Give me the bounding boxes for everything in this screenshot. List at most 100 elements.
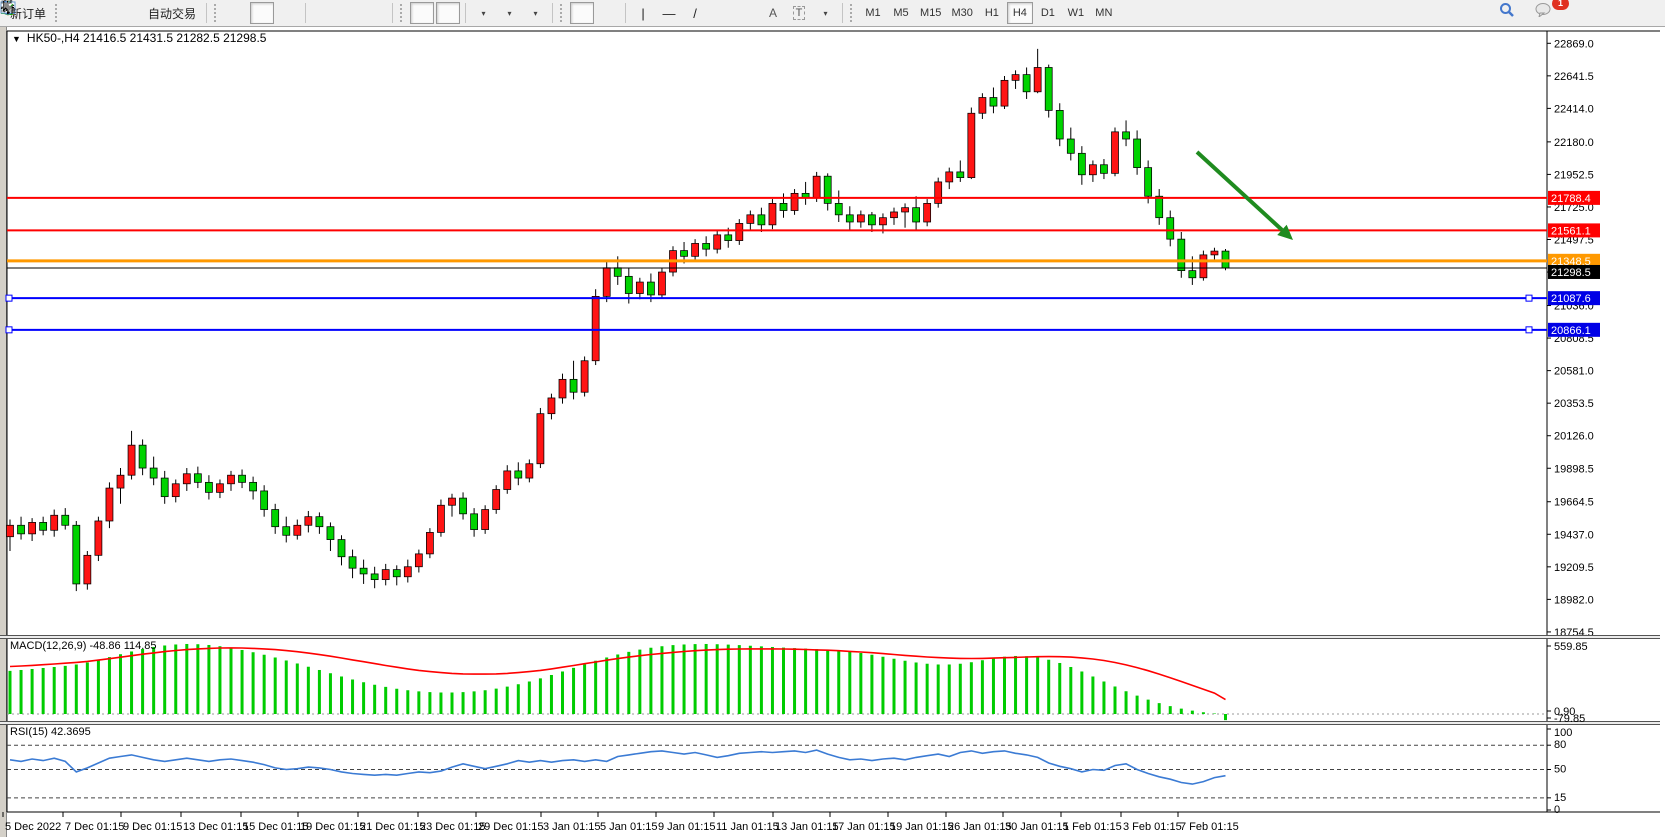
svg-text:21 Dec 01:15: 21 Dec 01:15 <box>360 821 425 833</box>
timeframe-h4-button[interactable]: H4 <box>1006 2 1033 24</box>
panel-splitter <box>0 635 1660 639</box>
gold-badge-button[interactable] <box>1 0 89 24</box>
svg-text:5 Dec 2022: 5 Dec 2022 <box>5 821 61 833</box>
line-handle <box>5 294 13 302</box>
bar-chart-button[interactable] <box>2 1 248 24</box>
periods-button[interactable]: ▾ <box>1 1 521 24</box>
new-order-label: 新订单 <box>10 6 47 21</box>
rsi-indicator-label: RSI(15) 42.3695 <box>10 726 91 738</box>
candles <box>6 48 1230 592</box>
trendline-tool[interactable]: / <box>683 2 707 24</box>
community-button[interactable] <box>2 2 115 24</box>
dropdown-caret-icon: ▾ <box>481 8 486 18</box>
cursor-button[interactable] <box>3 1 595 24</box>
toolbar-separator <box>842 3 844 23</box>
svg-text:9 Jan 01:15: 9 Jan 01:15 <box>658 821 716 833</box>
svg-text:29 Dec 01:15: 29 Dec 01:15 <box>478 821 543 833</box>
crosshair-button[interactable] <box>1 1 620 24</box>
macd-axis: 559.85 0.90-79.85 <box>1547 641 1588 725</box>
toolbar-grip[interactable] <box>214 4 220 22</box>
svg-text:F: F <box>11 9 15 14</box>
chart-frame <box>6 30 1660 813</box>
svg-text:50: 50 <box>1554 764 1566 776</box>
text-label-icon: T <box>792 6 806 20</box>
svg-text:-79.85: -79.85 <box>1554 713 1585 725</box>
svg-text:19664.5: 19664.5 <box>1554 497 1594 509</box>
timeframe-w1-button[interactable]: W1 <box>1063 2 1089 24</box>
collapse-triangle-icon[interactable]: ▼ <box>12 34 21 44</box>
timeframe-group: M1 M5 M15 M30 H1 H4 D1 W1 MN <box>859 2 1118 24</box>
svg-text:19898.5: 19898.5 <box>1554 463 1594 475</box>
svg-text:21497.5: 21497.5 <box>1554 235 1594 247</box>
toolbar-separator <box>206 3 208 23</box>
svg-text:3 Jan 01:15: 3 Jan 01:15 <box>543 821 601 833</box>
svg-text:22641.5: 22641.5 <box>1554 71 1594 83</box>
chart-shift-button[interactable] <box>2 2 461 24</box>
toolbar-separator <box>552 3 554 23</box>
toolbar-separator <box>392 3 394 23</box>
price-badge: 20866.1 <box>1548 322 1600 337</box>
dropdown-caret-icon: ▾ <box>507 8 512 18</box>
line-handle <box>5 326 13 334</box>
signals-button[interactable] <box>1 1 141 24</box>
auto-scroll-button[interactable] <box>1 2 435 24</box>
toolbar-grip[interactable] <box>400 4 406 22</box>
macd-panel: 559.85 0.90-79.85 <box>7 641 1588 725</box>
svg-text:9 Dec 01:15: 9 Dec 01:15 <box>123 821 182 833</box>
price-badge: 21788.4 <box>1548 190 1600 205</box>
indicators-button[interactable]: ▾ <box>0 2 495 24</box>
zoom-out-button[interactable] <box>1 1 361 24</box>
svg-text:0.90: 0.90 <box>1554 706 1575 718</box>
vertical-line-tool[interactable]: | <box>631 2 655 24</box>
search-icon <box>1500 3 1514 17</box>
candlestick-chart-button[interactable] <box>2 0 275 24</box>
svg-text:13 Jan 01:15: 13 Jan 01:15 <box>775 821 839 833</box>
svg-text:E: E <box>11 8 16 14</box>
toolbar-grip[interactable] <box>850 4 856 22</box>
window-left-edge <box>0 27 6 837</box>
auto-trading-button[interactable]: 自动交易 <box>1 2 201 24</box>
trendline-icon: / <box>693 5 697 21</box>
timeframe-mn-button[interactable]: MN <box>1091 2 1117 24</box>
timeframe-m15-button[interactable]: M15 <box>916 2 945 24</box>
horizontal-line-tool[interactable]: — <box>657 2 681 24</box>
toolbar-separator <box>465 3 467 23</box>
arrows-tool[interactable]: ▾ <box>3 2 837 24</box>
timeframe-m1-button[interactable]: M1 <box>860 2 886 24</box>
timeframe-d1-button[interactable]: D1 <box>1035 2 1061 24</box>
svg-text:18982.0: 18982.0 <box>1554 594 1594 606</box>
search-button[interactable] <box>1500 2 1524 24</box>
svg-text:20581.0: 20581.0 <box>1554 366 1594 378</box>
text-label-tool[interactable]: T <box>787 2 811 24</box>
line-handle <box>1525 326 1533 334</box>
templates-button[interactable]: ▾ <box>0 1 547 24</box>
timeframe-m30-button[interactable]: M30 <box>947 2 976 24</box>
svg-text:100: 100 <box>1554 727 1572 739</box>
auto-trading-label: 自动交易 <box>148 6 197 21</box>
timeframe-m5-button[interactable]: M5 <box>888 2 914 24</box>
toolbar-grip[interactable] <box>560 4 566 22</box>
equidistant-channel-tool[interactable]: E <box>0 1 733 24</box>
zoom-in-button[interactable] <box>1 1 335 24</box>
fibonacci-tool[interactable]: F <box>1 2 759 24</box>
svg-text:21788.4: 21788.4 <box>1551 193 1591 205</box>
svg-text:22414.0: 22414.0 <box>1554 103 1594 115</box>
notification-count-badge[interactable]: 1 <box>1552 0 1569 10</box>
line-chart-button[interactable] <box>0 1 300 24</box>
svg-text:7 Dec 01:15: 7 Dec 01:15 <box>65 821 124 833</box>
tile-windows-button[interactable] <box>1 2 387 24</box>
toolbar-separator <box>625 3 627 23</box>
macd-signal-line <box>9 647 1226 701</box>
toolbar-grip[interactable] <box>55 4 61 22</box>
svg-text:19437.0: 19437.0 <box>1554 529 1594 541</box>
macd-indicator-label: MACD(12,26,9) -48.86 114.85 <box>10 640 157 652</box>
svg-text:17 Jan 01:15: 17 Jan 01:15 <box>832 821 896 833</box>
text-tool[interactable]: A <box>761 2 785 24</box>
notifications-button[interactable] <box>1535 2 1560 24</box>
svg-text:21087.6: 21087.6 <box>1551 293 1591 305</box>
timeframe-h1-button[interactable]: H1 <box>979 2 1005 24</box>
svg-text:21348.5: 21348.5 <box>1551 256 1591 268</box>
